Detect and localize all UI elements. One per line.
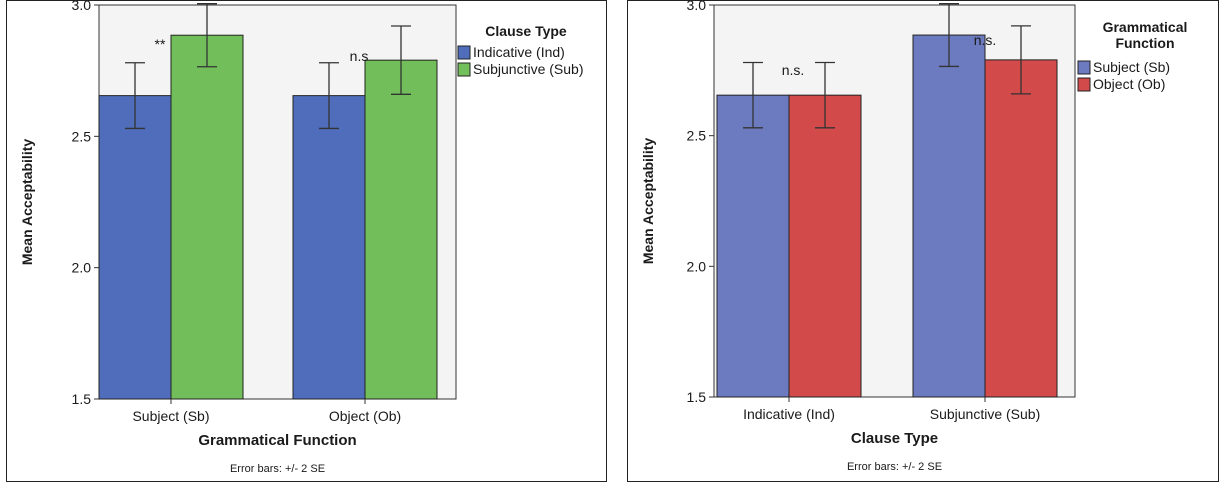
legend-title-line: Function (1115, 35, 1174, 51)
x-tick-label: Indicative (Ind) (743, 406, 835, 422)
significance-label: ** (155, 36, 166, 52)
legend-title: Grammatical Function (1103, 19, 1188, 51)
y-tick-label: 1.5 (687, 389, 707, 405)
chart-panel-left: 1.5 2.0 2.5 3.0 Subject (Sb) Object (Ob) ** n.s… (6, 0, 607, 482)
y-tick-label: 3.0 (687, 1, 707, 13)
y-tick-label: 2.5 (687, 128, 707, 144)
legend-label: Object (Ob) (1093, 76, 1165, 92)
legend-title: Clause Type (485, 23, 567, 39)
legend-swatch (457, 62, 471, 77)
significance-label: n.s. (782, 62, 805, 78)
bar (788, 94, 862, 398)
y-tick-label: 2.0 (72, 260, 92, 276)
x-axis-label: Grammatical Function (198, 432, 356, 449)
chart-panel-right: 1.5 2.0 2.5 3.0 Indicative (Ind) Subjunctive … (627, 0, 1219, 482)
bar (984, 59, 1058, 398)
bar (912, 34, 986, 398)
error-bars-note: Error bars: +/- 2 SE (230, 463, 325, 475)
x-axis-label: Clause Type (851, 430, 938, 447)
y-tick-label: 2.0 (687, 258, 707, 274)
bar (170, 34, 244, 400)
legend-swatch (1077, 77, 1091, 92)
x-tick-label: Object (Ob) (329, 408, 401, 424)
y-tick-label: 3.0 (72, 1, 92, 13)
y-tick-label: 1.5 (72, 391, 92, 407)
x-tick-label: Subjunctive (Sub) (930, 406, 1041, 422)
legend-label: Subjunctive (Sub) (473, 61, 584, 77)
error-bars-note: Error bars: +/- 2 SE (847, 461, 942, 473)
bar (292, 95, 366, 400)
y-axis-label: Mean Acceptability (19, 139, 35, 266)
x-tick-label: Subject (Sb) (132, 408, 209, 424)
legend-label: Indicative (Ind) (473, 44, 565, 60)
bar (716, 94, 790, 398)
legend-swatch (1077, 60, 1091, 75)
legend-swatch (457, 45, 471, 60)
significance-label: n.s (350, 48, 369, 64)
y-axis-label: Mean Acceptability (640, 138, 656, 265)
legend-title-line: Grammatical (1103, 19, 1188, 35)
bar (364, 59, 438, 400)
legend-label: Subject (Sb) (1093, 59, 1170, 75)
chart-left: 1.5 2.0 2.5 3.0 Subject (Sb) Object (Ob) ** n.s… (19, 1, 584, 475)
significance-label: n.s. (974, 32, 997, 48)
bar (98, 95, 172, 400)
chart-right: 1.5 2.0 2.5 3.0 Indicative (Ind) Subjunctive … (640, 1, 1188, 473)
y-tick-label: 2.5 (72, 128, 92, 144)
